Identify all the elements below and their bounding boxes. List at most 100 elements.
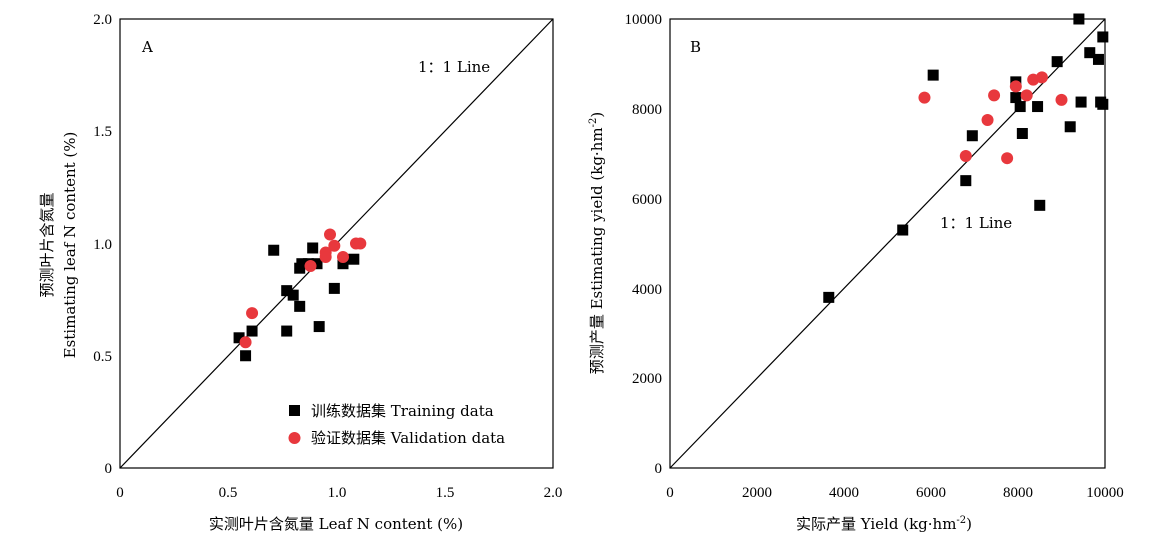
- panel-b-y-tick: 0: [655, 461, 663, 477]
- panel-b-training-point: [1016, 127, 1028, 139]
- panel-b-training-point: [1064, 121, 1076, 133]
- panel-a-training-point: [281, 325, 293, 337]
- panel-b-x-axis-title-sup: -2: [956, 515, 966, 526]
- panel-b-y-tick: 4000: [632, 282, 662, 298]
- panel-b-frame: [669, 18, 1106, 469]
- panel-b: B 1：1 Line 0 2000 4000 6000 8000 10000 0…: [588, 12, 1124, 533]
- panel-b-x-axis-title-main: 实际产量 Yield (kg·hm: [796, 515, 956, 533]
- panel-b-training-point: [1092, 53, 1104, 65]
- legend-validation-label: 验证数据集 Validation data: [311, 429, 505, 447]
- panel-b-x-tick: 4000: [829, 485, 859, 501]
- panel-b-training-point: [960, 175, 972, 187]
- panel-a: A 1：1 Line 0 0.5 1.0 1.5 2.0 0 0.5 1.0 1…: [38, 12, 562, 533]
- panel-a-validation-point: [239, 336, 252, 349]
- panel-b-training-point: [1075, 96, 1087, 108]
- panel-b-x-tick: 6000: [916, 485, 946, 501]
- panel-b-one-to-one-label: 1：1 Line: [940, 214, 1012, 232]
- panel-b-training-point: [966, 130, 978, 142]
- panel-a-y-tick: 0.5: [93, 349, 112, 365]
- panel-a-training-point: [246, 325, 258, 337]
- panel-b-y-axis-title-main: 预测产量 Estimating yield (kg·hm: [588, 127, 606, 374]
- panel-a-training-point: [294, 300, 306, 312]
- panel-a-training-point: [296, 258, 308, 270]
- panel-b-x-tick: 10000: [1086, 485, 1124, 501]
- panel-b-validation-point: [1009, 80, 1022, 93]
- panel-a-y-axis-title-cn: 预测叶片含氮量: [38, 192, 56, 297]
- panel-b-training-point: [1051, 56, 1063, 68]
- panel-a-one-to-one-label: 1：1 Line: [418, 58, 490, 76]
- panel-b-training-point: [897, 224, 909, 236]
- panel-a-validation-point: [354, 237, 367, 250]
- panel-b-training-point: [1084, 47, 1096, 59]
- panel-b-y-tick: 10000: [625, 12, 663, 28]
- panel-a-training-point: [313, 321, 325, 333]
- panel-a-training-point: [311, 258, 323, 270]
- panel-b-training-point: [1034, 199, 1046, 211]
- panel-b-y-tick: 2000: [632, 371, 662, 387]
- panel-b-validation-point: [1035, 71, 1048, 84]
- panel-a-y-tick: 2.0: [93, 12, 112, 28]
- panel-a-x-tick: 0.5: [219, 485, 238, 501]
- panel-a-validation-point: [304, 259, 317, 272]
- legend-training-label: 训练数据集 Training data: [311, 402, 494, 420]
- panel-b-validation-point: [981, 114, 994, 127]
- panel-a-validation-point: [324, 228, 337, 241]
- panel-a-x-tick: 1.5: [436, 485, 455, 501]
- panel-b-y-axis-title-sup: -2: [588, 118, 599, 128]
- panel-a-y-tick: 0: [105, 461, 113, 477]
- panel-a-points: [233, 228, 367, 362]
- panel-a-validation-point: [246, 307, 259, 320]
- panel-b-training-point: [927, 69, 939, 81]
- panel-a-x-tick: 2.0: [544, 485, 563, 501]
- panel-b-y-axis-title-tail: ): [588, 112, 606, 118]
- panel-a-training-point: [281, 285, 293, 297]
- panel-b-label: B: [690, 38, 701, 56]
- panel-a-training-point: [328, 282, 340, 294]
- legend-training-marker: [289, 405, 300, 416]
- panel-a-x-tick: 1.0: [328, 485, 347, 501]
- panel-b-x-axis-title: 实际产量 Yield (kg·hm-2): [796, 515, 972, 533]
- panel-b-validation-point: [988, 89, 1001, 102]
- panel-b-training-point: [1014, 101, 1026, 113]
- panel-b-validation-point: [959, 149, 972, 162]
- panel-b-y-tick: 6000: [632, 192, 662, 208]
- panel-b-x-tick: 2000: [742, 485, 772, 501]
- panel-a-training-point: [240, 350, 252, 362]
- legend-validation-marker: [288, 432, 301, 444]
- panel-b-validation-point: [1055, 93, 1068, 106]
- panel-a-label: A: [141, 38, 153, 56]
- panel-b-y-tick: 8000: [632, 102, 662, 118]
- panel-b-points: [823, 13, 1109, 303]
- panel-b-validation-point: [1001, 152, 1014, 165]
- panel-a-validation-point: [328, 239, 341, 252]
- panel-a-training-point: [307, 242, 319, 254]
- panel-b-x-axis-title-tail: ): [966, 515, 972, 533]
- panel-a-legend: 训练数据集 Training data 验证数据集 Validation dat…: [288, 402, 505, 447]
- panel-a-training-point: [337, 258, 349, 270]
- panel-a-x-axis-title: 实测叶片含氮量 Leaf N content (%): [209, 515, 463, 533]
- panel-b-training-point: [1010, 92, 1022, 104]
- panel-a-validation-point: [319, 250, 332, 263]
- panel-a-training-point: [287, 289, 299, 301]
- panel-b-x-tick: 0: [666, 485, 674, 501]
- panel-a-validation-point: [336, 250, 349, 263]
- panel-b-training-point: [1032, 101, 1044, 113]
- panel-b-x-tick: 8000: [1003, 485, 1033, 501]
- panel-b-training-point: [1097, 31, 1109, 43]
- panel-a-y-tick: 1.0: [93, 237, 112, 253]
- panel-a-training-point: [268, 244, 280, 256]
- panel-a-y-axis-title-en: Estimating leaf N content (%): [61, 132, 79, 359]
- panel-a-training-point: [233, 332, 245, 344]
- panel-b-training-point: [1097, 98, 1109, 110]
- panel-a-training-point: [348, 253, 360, 265]
- panel-b-validation-point: [918, 91, 931, 104]
- panel-b-one-to-one-line: [669, 18, 1106, 469]
- panel-a-frame: [119, 18, 554, 469]
- panel-b-training-point: [1073, 13, 1085, 25]
- panel-b-y-axis-title: 预测产量 Estimating yield (kg·hm-2): [588, 112, 606, 374]
- panel-b-training-point: [823, 291, 835, 303]
- panel-b-validation-point: [1020, 89, 1033, 102]
- panel-a-y-tick: 1.5: [93, 124, 112, 140]
